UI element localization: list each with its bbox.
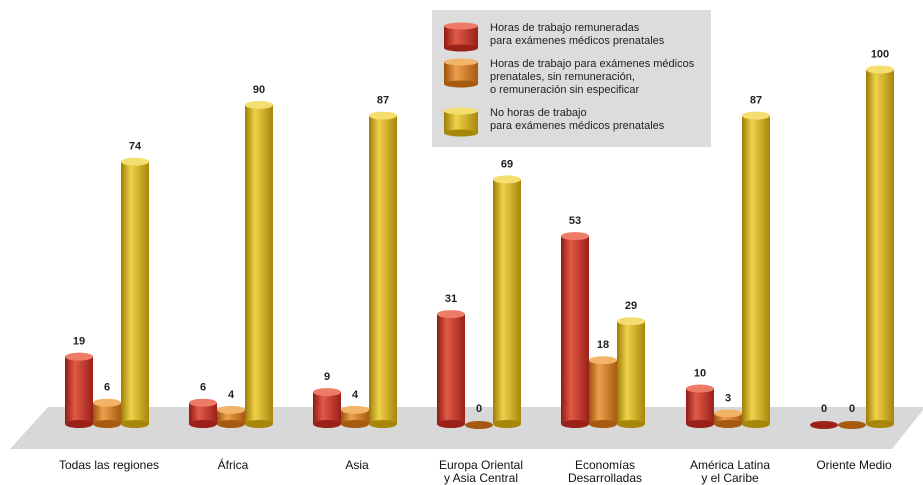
- value-label-economias-no-hours: 29: [625, 300, 637, 312]
- value-label-africa-unpaid: 4: [228, 389, 235, 401]
- legend-label-paid: Horas de trabajo remuneradas para exámen…: [490, 22, 665, 47]
- bars-layer: 19 6 74 6 4 90 9 4 87 31 0 69 53 18 29 10 3 87 0 0 100: [65, 49, 894, 429]
- bar-africa-paid: [189, 398, 217, 428]
- category-label-europa: Europa Oriental y Asia Central: [438, 458, 524, 485]
- value-label-todas-unpaid: 6: [104, 382, 110, 394]
- legend-swatch-unpaid: [444, 58, 478, 88]
- value-label-oriente-no-hours: 100: [871, 49, 889, 61]
- value-label-europa-unpaid: 0: [476, 403, 482, 415]
- bar-oriente-no-hours: [866, 65, 894, 428]
- legend-label-unpaid: Horas de trabajo para exámenes médicos p…: [490, 58, 695, 96]
- value-label-africa-paid: 6: [200, 382, 206, 394]
- bar-africa-unpaid: [217, 405, 245, 428]
- value-label-asia-unpaid: 4: [352, 389, 359, 401]
- value-label-america-unpaid: 3: [725, 392, 731, 404]
- bar-oriente-unpaid: [838, 421, 866, 429]
- category-label-asia: Asia: [345, 458, 369, 472]
- bar-economias-no-hours: [617, 317, 645, 428]
- value-label-america-paid: 10: [694, 368, 706, 380]
- bar-economias-unpaid: [589, 356, 617, 428]
- category-label-economias: Economías Desarrolladas: [567, 458, 643, 485]
- bar-asia-no-hours: [369, 111, 397, 428]
- bar-america-unpaid: [714, 409, 742, 428]
- value-label-europa-no-hours: 69: [501, 158, 513, 170]
- value-label-todas-no-hours: 74: [129, 141, 142, 153]
- value-label-oriente-unpaid: 0: [849, 403, 855, 415]
- value-label-oriente-paid: 0: [821, 403, 827, 415]
- bar-america-no-hours: [742, 111, 770, 428]
- bar-oriente-paid: [810, 421, 838, 429]
- bar-america-paid: [686, 384, 714, 428]
- bar-europa-unpaid: [465, 421, 493, 429]
- category-label-america: América Latina y el Caribe: [689, 458, 771, 485]
- bar-asia-paid: [313, 388, 341, 428]
- bar-europa-no-hours: [493, 175, 521, 428]
- value-label-europa-paid: 31: [445, 293, 457, 305]
- bar-todas-paid: [65, 352, 93, 428]
- legend-label-no-hours: No horas de trabajo para exámenes médico…: [490, 107, 665, 132]
- bar-asia-unpaid: [341, 405, 369, 428]
- value-label-asia-no-hours: 87: [377, 95, 389, 107]
- category-label-oriente: Oriente Medio: [816, 458, 892, 472]
- bar-todas-no-hours: [121, 157, 149, 428]
- legend-item-no-hours: No horas de trabajo para exámenes médico…: [442, 107, 664, 137]
- category-label-africa: África: [217, 458, 249, 472]
- category-label-todas: Todas las regiones: [58, 458, 160, 472]
- value-label-asia-paid: 9: [324, 371, 330, 383]
- legend: Horas de trabajo remuneradas para exámen…: [432, 10, 711, 147]
- legend-item-unpaid: Horas de trabajo para exámenes médicos p…: [442, 58, 694, 97]
- bar-europa-paid: [437, 310, 465, 428]
- value-label-economias-paid: 53: [569, 215, 581, 227]
- legend-swatch-no-hours: [444, 107, 478, 137]
- bar-todas-unpaid: [93, 398, 121, 428]
- value-label-africa-no-hours: 90: [253, 84, 265, 96]
- value-label-todas-paid: 19: [73, 336, 85, 348]
- legend-item-paid: Horas de trabajo remuneradas para exámen…: [442, 22, 664, 52]
- value-label-america-no-hours: 87: [750, 95, 762, 107]
- bar-africa-no-hours: [245, 100, 273, 428]
- legend-swatch-paid: [444, 22, 478, 52]
- bar-economias-paid: [561, 232, 589, 428]
- value-label-economias-unpaid: 18: [597, 339, 609, 351]
